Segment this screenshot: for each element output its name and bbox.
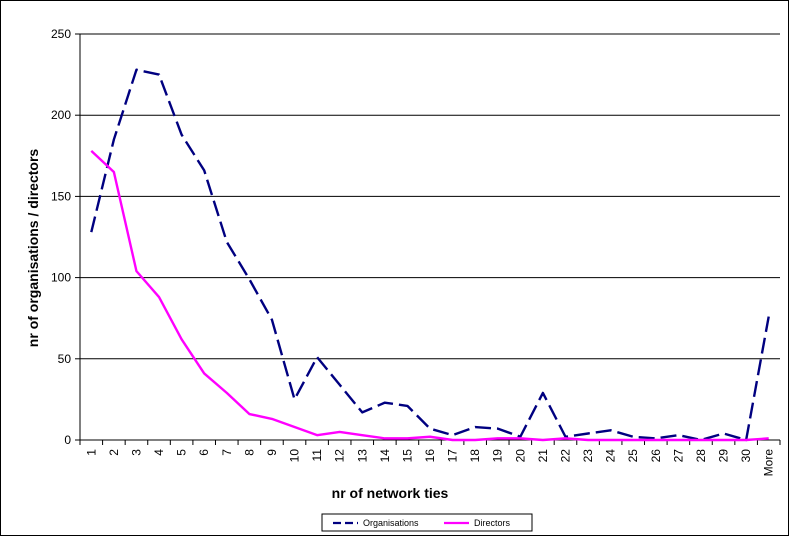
y-tick-label: 50 [58,352,72,366]
x-tick-label: 11 [310,449,324,462]
legend-box [321,513,533,532]
x-tick-label: 12 [333,449,347,463]
y-tick-label: 0 [64,433,71,447]
x-tick-label: 13 [355,449,369,463]
x-tick-label: 24 [604,449,618,463]
y-tick-label: 200 [51,108,71,122]
x-tick-labels: 1 2 3 4 5 6 7 8 9 10 11 12 13 14 15 16 17 18 19 20 21 22 23 24 2… [79,440,781,477]
y-tick-labels: 0 50 100 150 200 250 [51,27,80,447]
x-tick-label: 14 [378,449,392,463]
x-tick-label: More [762,449,776,477]
x-tick-label: 26 [649,449,663,463]
x-tick-label: 20 [513,449,527,463]
x-tick-label: 16 [423,449,437,463]
y-tick-label: 150 [51,189,71,203]
x-tick-label: 29 [717,449,731,463]
gridlines [80,33,780,360]
x-tick-label: 7 [220,449,234,456]
legend-label-directors: Directors [474,518,511,528]
y-axis-title: nr of organisations / directors [25,149,41,348]
x-tick-label: 30 [739,449,753,463]
x-tick-label: 6 [197,449,211,456]
x-tick-label: 22 [558,449,572,463]
x-tick-label: 18 [468,449,482,463]
x-tick-label: 23 [581,449,595,463]
x-tick-label: 25 [626,449,640,463]
x-tick-label: 19 [491,449,505,463]
axes [79,34,780,441]
series-line-directors [90,150,769,442]
x-tick-label: 2 [107,449,121,456]
x-tick-label: 21 [536,449,550,463]
x-tick-label: 3 [129,449,143,456]
x-axis-title: nr of network ties [332,485,449,501]
x-tick-label: 5 [175,449,189,456]
x-tick-label: 15 [400,449,414,463]
x-tick-label: 28 [694,449,708,463]
series-lines [90,68,770,442]
legend-label-organisations: Organisations [363,518,419,528]
x-tick-label: 17 [446,449,460,463]
x-tick-label: 27 [671,449,685,463]
series-line-organisations [90,68,770,442]
x-tick-label: 1 [84,449,98,456]
x-tick-label: 8 [242,449,256,456]
legend: Organisations Directors [321,513,533,532]
x-tick-label: 10 [288,449,302,463]
x-tick-label: 4 [152,449,166,456]
y-tick-label: 100 [51,271,71,285]
y-tick-label: 250 [51,27,71,41]
x-tick-label: 9 [265,449,279,456]
